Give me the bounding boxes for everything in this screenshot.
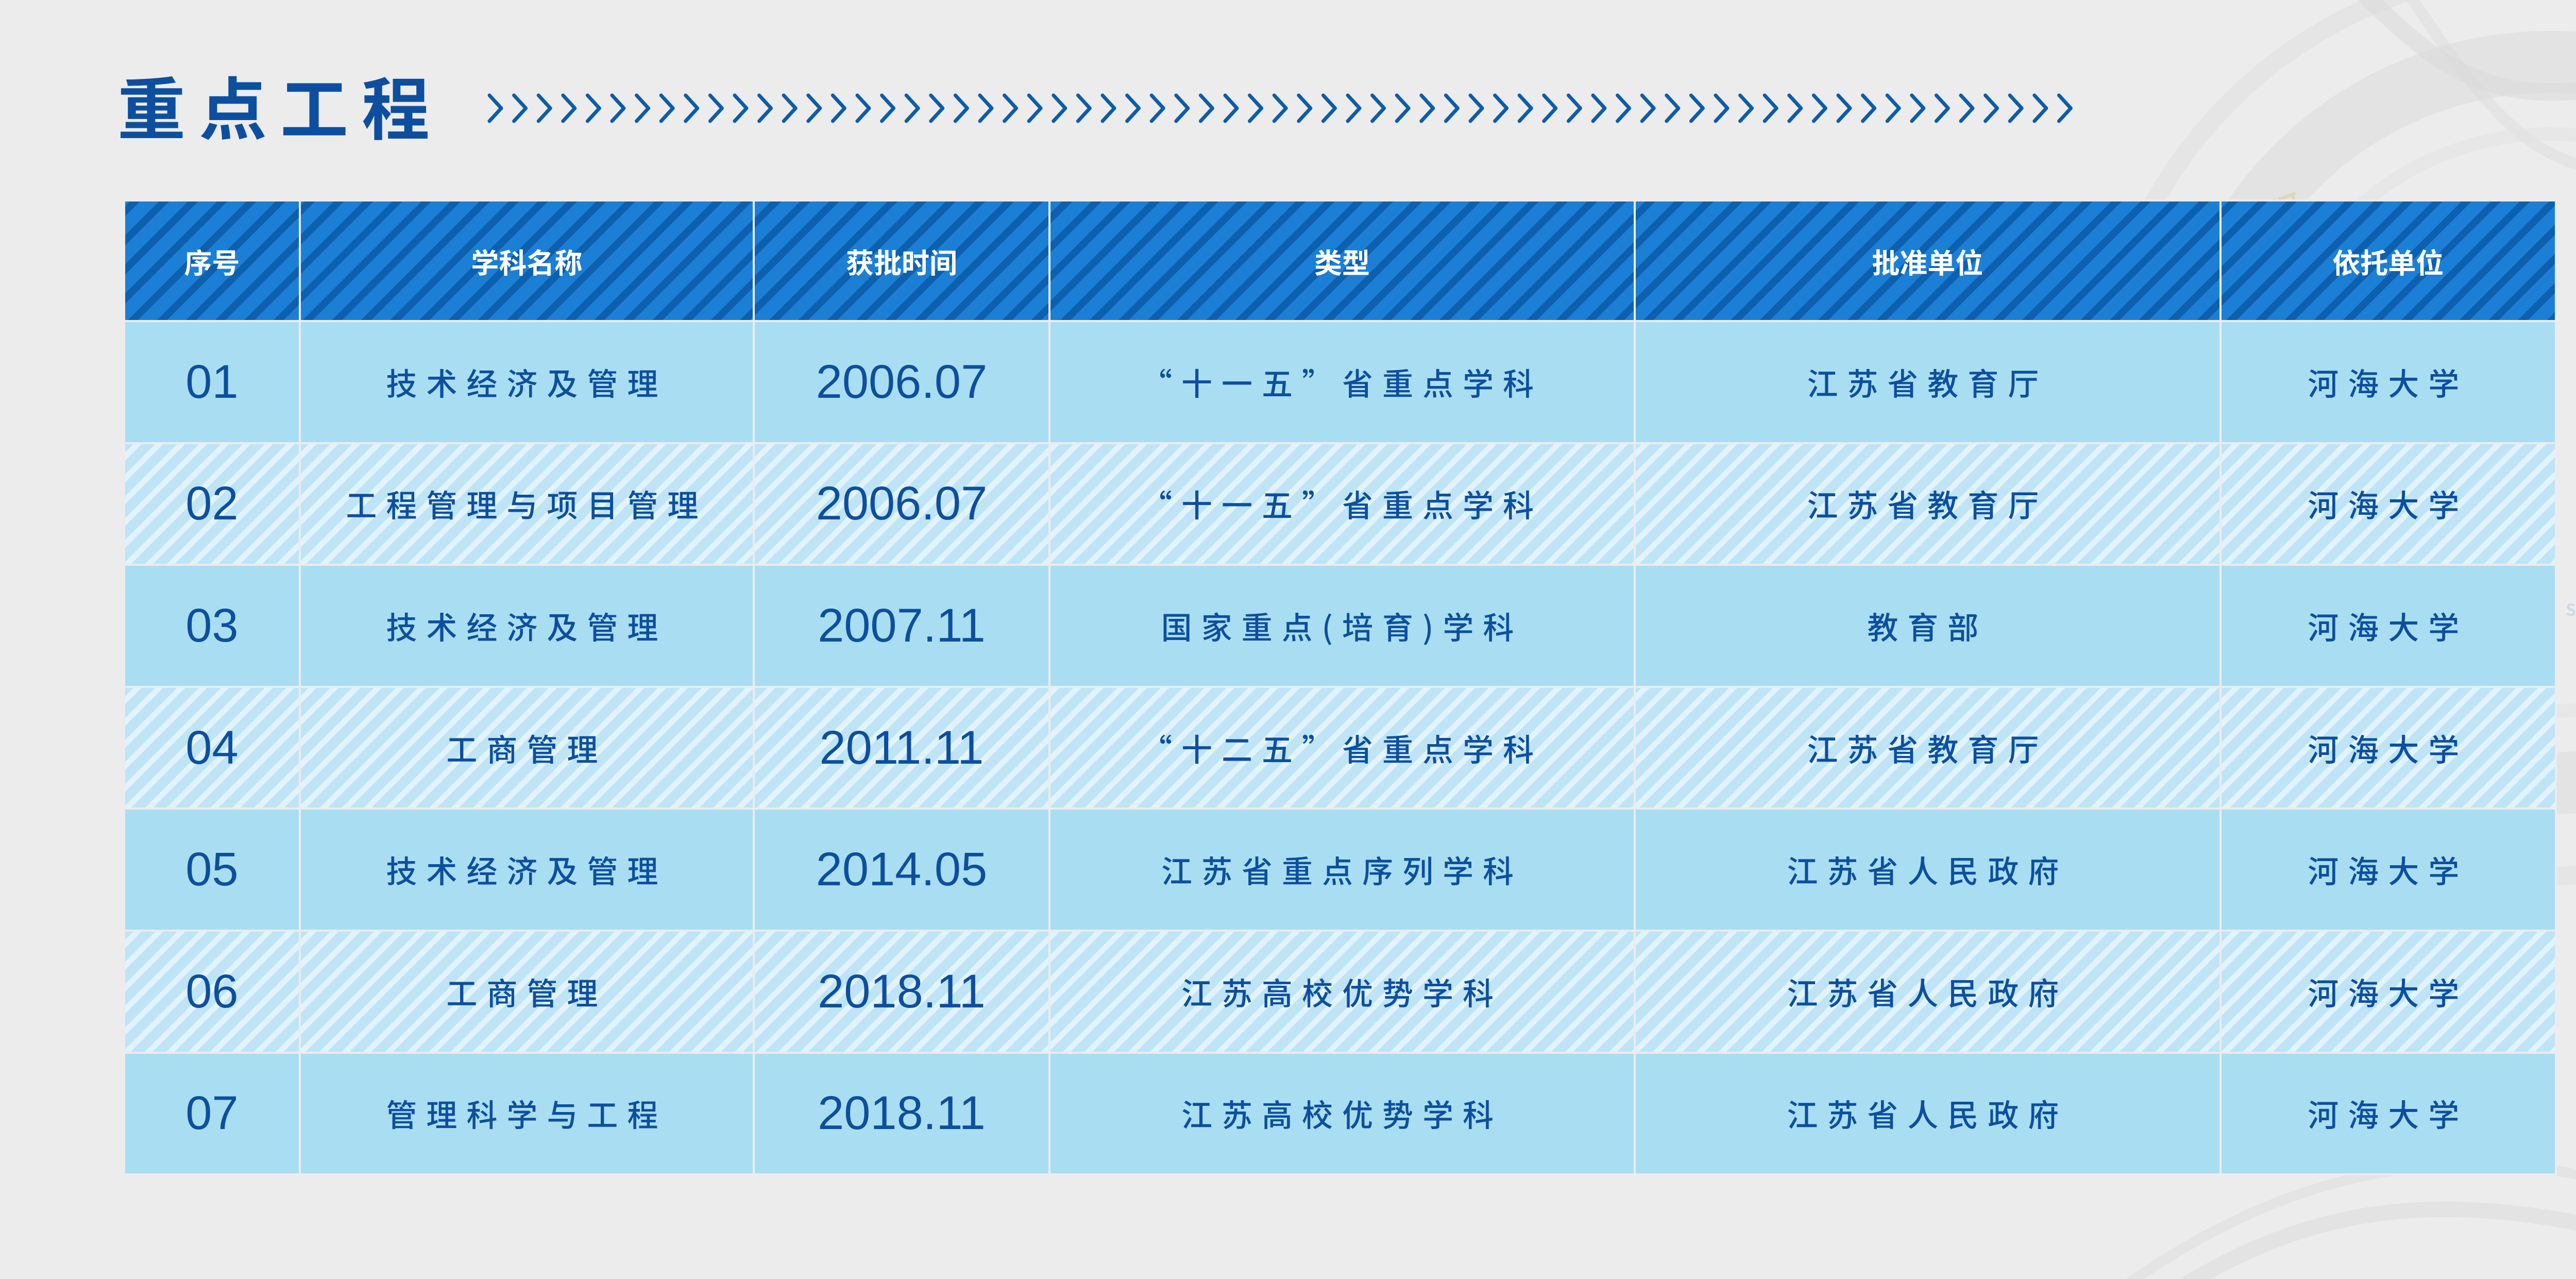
svg-text:SCHOOL OF HOHAI: SCHOOL OF HOHAI: [2566, 597, 2576, 621]
